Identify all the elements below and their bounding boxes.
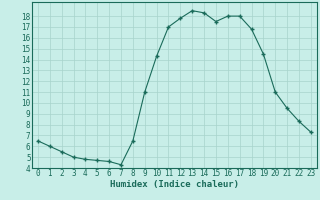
X-axis label: Humidex (Indice chaleur): Humidex (Indice chaleur) [110,180,239,189]
